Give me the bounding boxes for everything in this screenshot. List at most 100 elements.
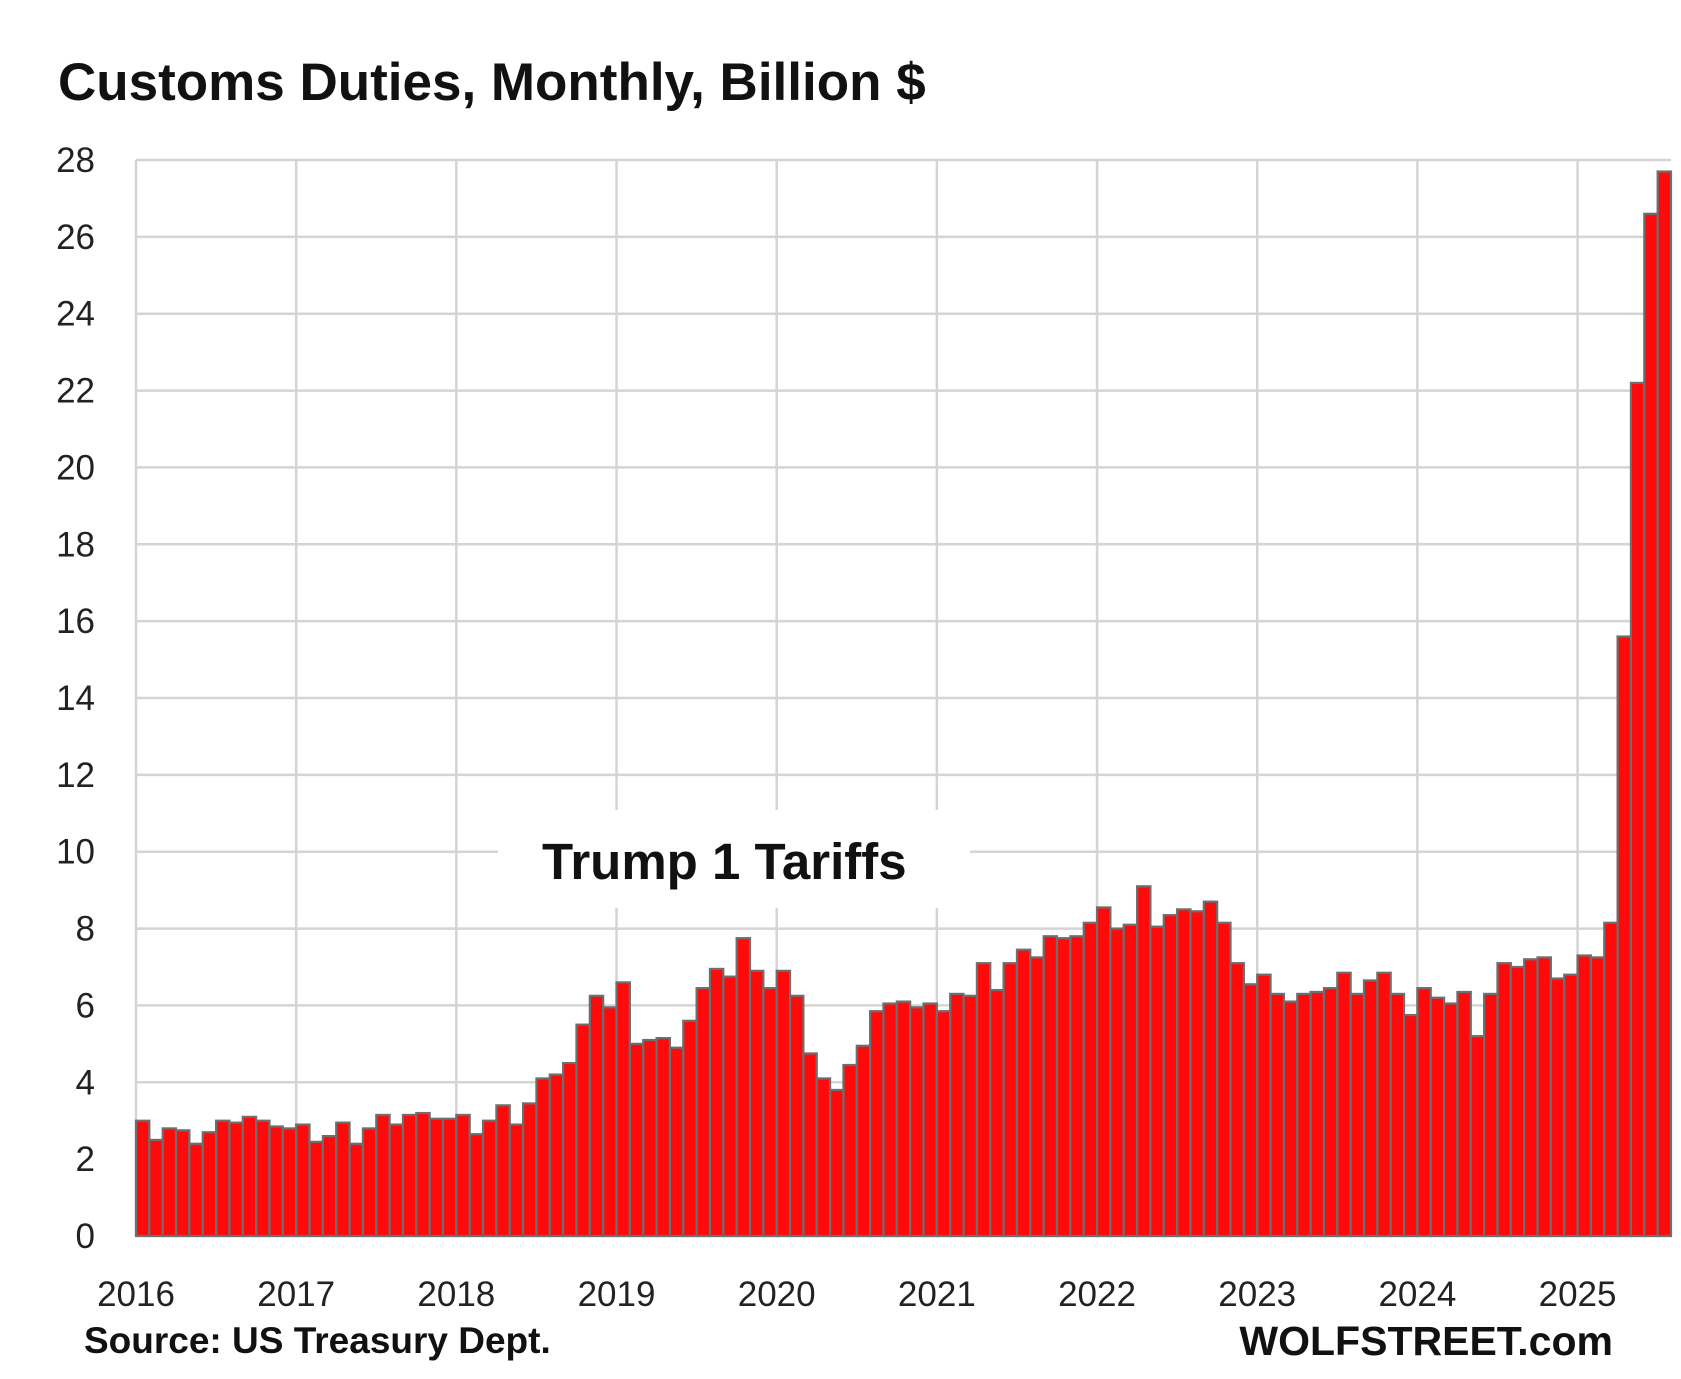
bar-month-88 [1296,992,1312,1238]
bar-month-85 [1256,973,1272,1238]
x-tick-label-2023: 2023 [1218,1275,1296,1314]
bar-month-9 [241,1115,258,1238]
x-tick-label-2017: 2017 [257,1275,335,1314]
bar-month-32 [548,1073,565,1238]
bar-month-75 [1122,923,1139,1238]
bar-month-29 [508,1123,525,1238]
bar-month-39 [642,1038,658,1238]
bar-month-86 [1269,992,1286,1238]
bar-month-72 [1082,921,1099,1238]
bar-month-57 [882,1002,898,1238]
bar-month-47 [748,969,765,1238]
y-tick-label-8: 8 [76,910,95,949]
bar-month-80 [1189,910,1205,1238]
bar-month-19 [375,1113,391,1238]
brand-label: WOLFSTREET.com [1239,1318,1613,1364]
bar-month-52 [815,1077,832,1238]
x-tick-label-2016: 2016 [97,1275,175,1314]
x-tick-label-2021: 2021 [898,1275,976,1314]
bar-month-26 [468,1133,485,1238]
bar-month-100 [1456,990,1472,1238]
bar-month-25 [455,1113,471,1238]
bar-month-46 [735,937,752,1238]
bar-month-101 [1469,1035,1486,1238]
bar-month-78 [1162,914,1179,1238]
bar-month-28 [495,1104,511,1238]
y-tick-label-24: 24 [56,295,95,334]
bar-month-112 [1616,635,1633,1238]
bar-month-41 [668,1046,685,1238]
bar-month-98 [1429,996,1446,1238]
bar-month-12 [281,1127,298,1238]
bar-month-70 [1055,937,1072,1238]
bar-month-79 [1176,908,1192,1238]
bar-month-6 [201,1131,218,1238]
bar-month-23 [428,1117,445,1238]
bar-month-108 [1563,973,1579,1238]
bar-month-106 [1536,956,1552,1238]
bar-month-60 [922,1002,938,1238]
bar-month-62 [949,992,965,1238]
bar-month-94 [1376,971,1392,1238]
x-tick-label-2024: 2024 [1378,1275,1456,1314]
bar-month-2 [148,1138,164,1238]
y-tick-label-22: 22 [56,372,95,411]
bar-month-61 [935,1010,952,1238]
bar-month-104 [1509,965,1526,1238]
bar-month-95 [1389,992,1406,1238]
bar-month-82 [1216,921,1232,1238]
bar-month-17 [348,1142,365,1238]
bar-month-74 [1109,927,1125,1238]
bar-month-5 [188,1142,204,1238]
bar-month-66 [1002,962,1019,1238]
bar-month-1 [134,1119,151,1238]
bar-month-15 [321,1134,338,1238]
source-label: Source: US Treasury Dept. [84,1320,551,1361]
bar-month-45 [722,975,738,1238]
bar-month-59 [909,1006,925,1238]
bar-month-91 [1336,971,1352,1238]
bar-month-24 [441,1117,458,1238]
annotation-background [498,810,970,908]
bar-month-84 [1242,983,1259,1238]
bar-month-13 [295,1123,311,1238]
y-tick-label-28: 28 [56,141,95,180]
bar-month-21 [401,1113,418,1238]
bar-month-33 [562,1061,578,1238]
y-tick-label-20: 20 [56,448,95,487]
bar-month-69 [1042,935,1059,1238]
bar-month-31 [535,1077,551,1238]
bar-month-20 [388,1123,405,1238]
bar-month-44 [708,967,725,1238]
bar-month-63 [962,994,979,1238]
bar-month-73 [1095,906,1112,1238]
bar-month-22 [415,1111,431,1238]
bar-month-77 [1149,925,1165,1238]
bar-month-87 [1282,1000,1299,1238]
bar-month-37 [615,981,631,1238]
bar-month-111 [1603,921,1619,1238]
bar-month-7 [214,1119,231,1238]
bar-month-40 [655,1036,672,1238]
bar-month-110 [1589,956,1606,1238]
bar-month-49 [775,969,792,1238]
bar-month-93 [1362,979,1379,1238]
bar-month-16 [335,1121,351,1238]
bar-month-89 [1309,990,1326,1238]
bar-month-67 [1015,948,1032,1238]
y-tick-label-6: 6 [76,986,95,1025]
bar-month-92 [1349,992,1366,1238]
y-tick-label-16: 16 [56,602,95,641]
bar-month-34 [575,1023,591,1238]
bar-month-38 [628,1042,645,1238]
bar-month-83 [1229,962,1245,1238]
bar-month-36 [602,1006,618,1238]
bar-month-107 [1549,977,1566,1238]
x-tick-label-2022: 2022 [1058,1275,1136,1314]
x-tick-label-2019: 2019 [578,1275,656,1314]
x-tick-label-2018: 2018 [417,1275,495,1314]
bar-month-53 [828,1088,845,1238]
bar-month-109 [1576,954,1593,1238]
